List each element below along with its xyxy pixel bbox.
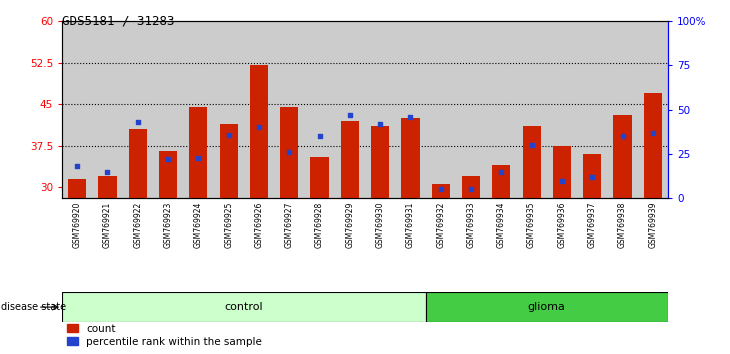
Text: GSM769934: GSM769934 — [497, 202, 506, 248]
Text: GSM769931: GSM769931 — [406, 202, 415, 248]
Text: GSM769936: GSM769936 — [558, 202, 566, 248]
Text: GSM769925: GSM769925 — [224, 202, 233, 248]
Point — [556, 178, 568, 183]
Point — [223, 132, 234, 137]
Bar — [183, 21, 214, 198]
Bar — [426, 292, 668, 322]
Point — [465, 187, 477, 192]
Bar — [426, 21, 456, 198]
Bar — [431, 184, 450, 198]
Bar — [68, 179, 86, 198]
Text: GSM769928: GSM769928 — [315, 202, 324, 248]
Text: disease state: disease state — [1, 302, 66, 312]
Point — [435, 187, 447, 192]
Bar — [280, 107, 299, 198]
Bar — [365, 21, 396, 198]
Text: GDS5181 / 31283: GDS5181 / 31283 — [62, 14, 174, 27]
Point — [193, 155, 204, 160]
Bar — [517, 21, 547, 198]
Bar — [583, 154, 602, 198]
Bar — [341, 121, 359, 198]
Text: GSM769920: GSM769920 — [73, 202, 82, 248]
Bar — [523, 126, 541, 198]
Bar — [638, 21, 668, 198]
Bar — [159, 151, 177, 198]
Text: GSM769935: GSM769935 — [527, 202, 536, 248]
Point — [283, 149, 295, 155]
Point — [101, 169, 113, 175]
Point — [72, 164, 83, 169]
Bar — [553, 146, 571, 198]
Bar — [128, 129, 147, 198]
Text: GSM769938: GSM769938 — [618, 202, 627, 248]
Point — [647, 130, 658, 136]
Bar — [99, 176, 117, 198]
Text: GSM769926: GSM769926 — [255, 202, 264, 248]
Point — [374, 121, 386, 127]
Bar — [310, 157, 328, 198]
Bar — [492, 165, 510, 198]
Text: GSM769923: GSM769923 — [164, 202, 172, 248]
Legend: count, percentile rank within the sample: count, percentile rank within the sample — [67, 324, 262, 347]
Point — [404, 114, 416, 120]
Point — [344, 112, 356, 118]
Bar — [304, 21, 335, 198]
Text: GSM769930: GSM769930 — [376, 202, 385, 248]
Point — [314, 133, 326, 139]
Text: GSM769927: GSM769927 — [285, 202, 293, 248]
Text: GSM769939: GSM769939 — [648, 202, 657, 248]
Bar — [644, 93, 662, 198]
Bar — [153, 21, 183, 198]
Bar — [577, 21, 607, 198]
Bar — [62, 21, 93, 198]
Bar — [250, 65, 268, 198]
Bar — [335, 21, 365, 198]
Bar — [189, 107, 207, 198]
Bar — [402, 118, 420, 198]
Text: glioma: glioma — [528, 302, 566, 312]
Bar — [607, 21, 638, 198]
Bar — [547, 21, 577, 198]
Bar — [93, 21, 123, 198]
Text: GSM769932: GSM769932 — [437, 202, 445, 248]
Point — [526, 142, 537, 148]
Text: GSM769929: GSM769929 — [345, 202, 354, 248]
Bar — [244, 21, 274, 198]
Point — [586, 174, 598, 180]
Bar — [220, 124, 238, 198]
Bar — [214, 21, 244, 198]
Text: GSM769937: GSM769937 — [588, 202, 596, 248]
Bar — [123, 21, 153, 198]
Bar — [62, 292, 426, 322]
Text: GSM769924: GSM769924 — [194, 202, 203, 248]
Point — [496, 169, 507, 175]
Text: GSM769921: GSM769921 — [103, 202, 112, 248]
Text: control: control — [225, 302, 263, 312]
Bar — [486, 21, 517, 198]
Point — [162, 156, 174, 162]
Bar — [613, 115, 631, 198]
Bar — [274, 21, 304, 198]
Bar — [462, 176, 480, 198]
Point — [617, 133, 629, 139]
Bar — [396, 21, 426, 198]
Text: GSM769922: GSM769922 — [134, 202, 142, 248]
Point — [132, 119, 144, 125]
Bar — [456, 21, 486, 198]
Text: GSM769933: GSM769933 — [466, 202, 475, 248]
Bar — [371, 126, 389, 198]
Point — [253, 125, 265, 130]
